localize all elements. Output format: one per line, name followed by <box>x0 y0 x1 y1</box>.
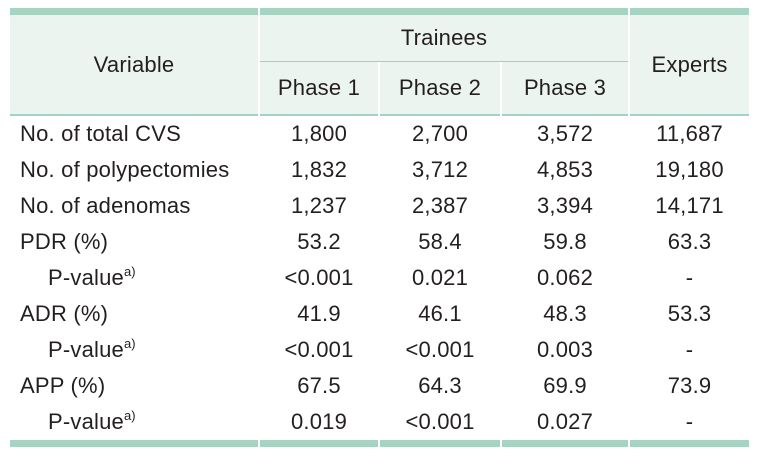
table-row: No. of adenomas 1,237 2,387 3,394 14,171 <box>10 188 750 224</box>
table-row: P-valuea) <0.001 <0.001 0.003 - <box>10 332 750 368</box>
row-label: ADR (%) <box>10 296 258 332</box>
cell-value: - <box>630 332 750 368</box>
cell-value: <0.001 <box>380 332 500 368</box>
cell-value: 3,572 <box>502 116 629 152</box>
cell-value: 73.9 <box>630 368 750 404</box>
cell-value: <0.001 <box>260 260 378 296</box>
column-header-phase-1: Phase 1 <box>260 62 378 116</box>
column-header-phase-2: Phase 2 <box>380 62 500 116</box>
cell-value: 67.5 <box>260 368 378 404</box>
footnote-marker: a) <box>124 263 136 279</box>
cell-value: 0.062 <box>502 260 629 296</box>
row-label: PDR (%) <box>10 224 258 260</box>
table-row: P-valuea) <0.001 0.021 0.062 - <box>10 260 750 296</box>
cell-value: 1,237 <box>260 188 378 224</box>
cell-value: 19,180 <box>630 152 750 188</box>
table-header: Variable Trainees Experts Phase 1 Phase … <box>10 8 750 116</box>
footnote-marker: a) <box>124 407 136 423</box>
table-row: No. of total CVS 1,800 2,700 3,572 11,68… <box>10 116 750 152</box>
cell-value: 0.021 <box>380 260 500 296</box>
column-header-phase-3: Phase 3 <box>502 62 629 116</box>
row-label: No. of polypectomies <box>10 152 258 188</box>
cell-value: 1,832 <box>260 152 378 188</box>
cell-value: - <box>630 404 750 447</box>
cell-value: 2,700 <box>380 116 500 152</box>
cell-value: 11,687 <box>630 116 750 152</box>
row-label: APP (%) <box>10 368 258 404</box>
footnote-marker: a) <box>124 335 136 351</box>
cell-value: 41.9 <box>260 296 378 332</box>
cell-value: <0.001 <box>380 404 500 447</box>
cell-value: 48.3 <box>502 296 629 332</box>
column-header-experts: Experts <box>630 8 750 116</box>
results-table: Variable Trainees Experts Phase 1 Phase … <box>8 8 751 447</box>
cell-value: 63.3 <box>630 224 750 260</box>
cell-value: 3,712 <box>380 152 500 188</box>
cell-value: 4,853 <box>502 152 629 188</box>
cell-value: 64.3 <box>380 368 500 404</box>
row-label: P-valuea) <box>10 260 258 296</box>
column-group-trainees: Trainees <box>260 8 629 62</box>
row-label: No. of adenomas <box>10 188 258 224</box>
table-row: PDR (%) 53.2 58.4 59.8 63.3 <box>10 224 750 260</box>
table-row: ADR (%) 41.9 46.1 48.3 53.3 <box>10 296 750 332</box>
table-body: No. of total CVS 1,800 2,700 3,572 11,68… <box>10 116 750 447</box>
cell-value: - <box>630 260 750 296</box>
cell-value: 58.4 <box>380 224 500 260</box>
cell-value: 59.8 <box>502 224 629 260</box>
cell-value: 53.2 <box>260 224 378 260</box>
column-header-variable: Variable <box>10 8 258 116</box>
row-label: P-valuea) <box>10 332 258 368</box>
cell-value: 53.3 <box>630 296 750 332</box>
table-row: APP (%) 67.5 64.3 69.9 73.9 <box>10 368 750 404</box>
cell-value: 3,394 <box>502 188 629 224</box>
cell-value: 0.003 <box>502 332 629 368</box>
cell-value: <0.001 <box>260 332 378 368</box>
row-label: P-valuea) <box>10 404 258 447</box>
row-label: No. of total CVS <box>10 116 258 152</box>
cell-value: 1,800 <box>260 116 378 152</box>
cell-value: 0.019 <box>260 404 378 447</box>
cell-value: 0.027 <box>502 404 629 447</box>
cell-value: 46.1 <box>380 296 500 332</box>
cell-value: 69.9 <box>502 368 629 404</box>
table-row: P-valuea) 0.019 <0.001 0.027 - <box>10 404 750 447</box>
cell-value: 2,387 <box>380 188 500 224</box>
table-row: No. of polypectomies 1,832 3,712 4,853 1… <box>10 152 750 188</box>
cell-value: 14,171 <box>630 188 750 224</box>
